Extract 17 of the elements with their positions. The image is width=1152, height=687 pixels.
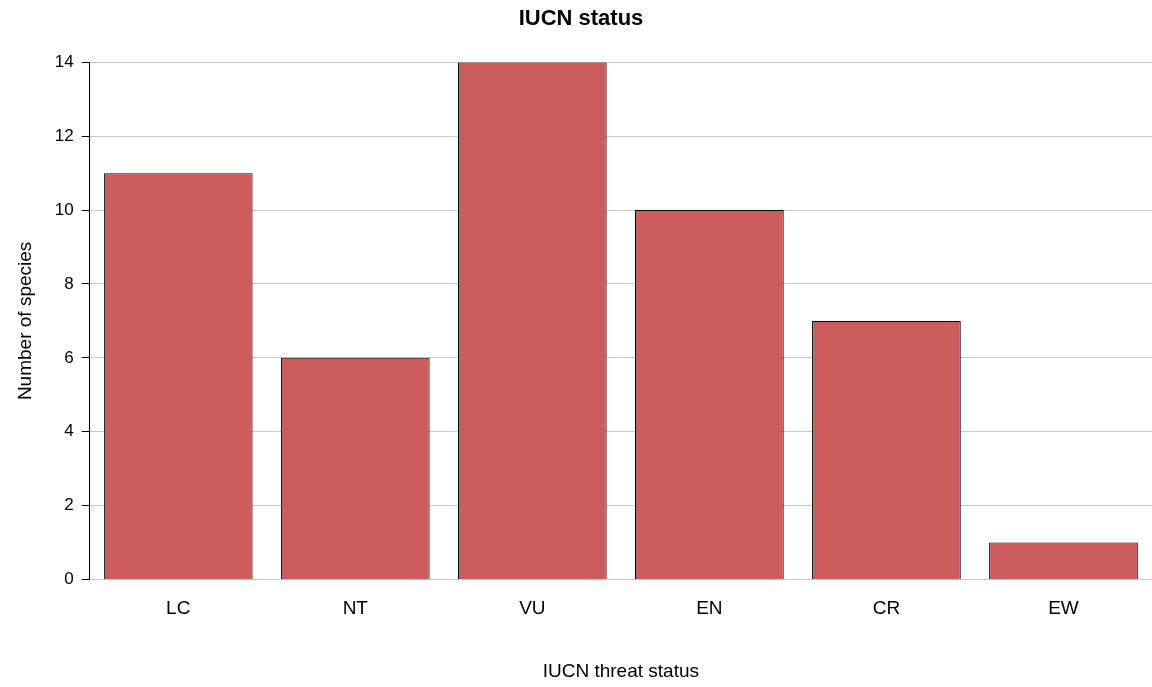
x-tick-label: LC — [166, 597, 191, 619]
y-tick-label: 10 — [54, 199, 74, 219]
y-tick-label: 2 — [64, 495, 74, 515]
chart-title: IUCN status — [518, 5, 644, 31]
x-tick-label: VU — [519, 597, 546, 619]
y-tick-label: 6 — [64, 347, 74, 367]
x-tick-label: EN — [696, 597, 723, 619]
y-tick-label: 8 — [64, 273, 74, 293]
y-tick-label: 12 — [54, 125, 74, 145]
y-tick-label: 14 — [54, 52, 74, 72]
x-tick-label: NT — [342, 597, 369, 619]
x-tick-label: CR — [872, 597, 901, 619]
x-tick-label: EW — [1048, 597, 1079, 619]
y-axis-title: Number of species — [13, 241, 35, 401]
x-axis-title: IUCN threat status — [542, 659, 699, 681]
y-tick-label: 0 — [64, 569, 74, 589]
y-tick-label: 4 — [64, 421, 74, 441]
